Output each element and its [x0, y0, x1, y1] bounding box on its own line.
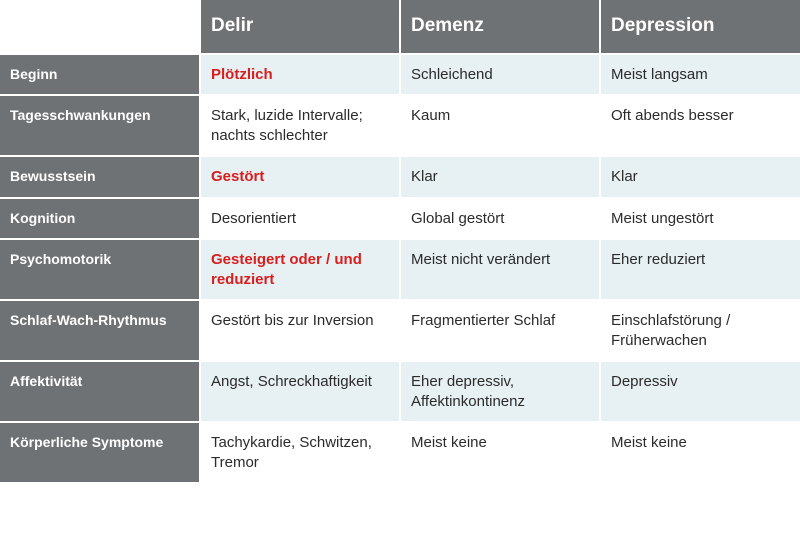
table-cell: Kaum: [400, 95, 600, 156]
cell-text: Gestört: [211, 168, 264, 185]
cell-text: Klar: [611, 168, 638, 185]
table-cell: Eher depressiv, Affektinkontinenz: [400, 361, 600, 422]
table-cell: Klar: [600, 156, 800, 198]
row-header: Bewusstsein: [0, 156, 200, 198]
cell-text: Gesteigert oder / und reduziert: [211, 251, 362, 288]
table-row: Bewusstsein Gestört Klar Klar: [0, 156, 800, 198]
row-header: Psychomotorik: [0, 239, 200, 300]
cell-text: Plötzlich: [211, 66, 273, 83]
cell-text: Meist ungestört: [611, 210, 714, 227]
table-cell: Gestört: [200, 156, 400, 198]
column-header: Demenz: [400, 0, 600, 54]
row-header: Schlaf-Wach-Rhythmus: [0, 300, 200, 361]
table-cell: Meist keine: [400, 422, 600, 483]
row-header: Beginn: [0, 54, 200, 96]
cell-text: Meist langsam: [611, 66, 708, 83]
cell-text: Oft abends besser: [611, 107, 734, 124]
table-cell: Meist langsam: [600, 54, 800, 96]
column-header: Depression: [600, 0, 800, 54]
table-cell: Stark, luzide Intervalle; nachts schlech…: [200, 95, 400, 156]
cell-text: Global gestört: [411, 210, 504, 227]
table-row: Körperliche Symptome Tachykardie, Schwitz…: [0, 422, 800, 483]
table-cell: Eher reduziert: [600, 239, 800, 300]
cell-text: Einschlafstörung / Früherwachen: [611, 312, 730, 349]
table-cell: Oft abends besser: [600, 95, 800, 156]
table-cell: Depressiv: [600, 361, 800, 422]
row-header: Affektivität: [0, 361, 200, 422]
table-cell: Desorientiert: [200, 198, 400, 240]
cell-text: Angst, Schreckhaftigkeit: [211, 373, 372, 390]
cell-text: Gestört bis zur Inversion: [211, 312, 374, 329]
table-row: Beginn Plötzlich Schleichend Meist langsam: [0, 54, 800, 96]
cell-text: Depressiv: [611, 373, 678, 390]
column-header: Delir: [200, 0, 400, 54]
corner-cell: [0, 0, 200, 54]
cell-text: Eher depressiv, Affektinkontinenz: [411, 373, 525, 410]
comparison-table: Delir Demenz Depression Beginn Plötzlich S…: [0, 0, 800, 484]
row-header: Körperliche Symptome: [0, 422, 200, 483]
cell-text: Schleichend: [411, 66, 493, 83]
table-cell: Plötzlich: [200, 54, 400, 96]
table-cell: Global gestört: [400, 198, 600, 240]
cell-text: Klar: [411, 168, 438, 185]
table-row: Schlaf-Wach-Rhythmus Gestört bis zur Inve…: [0, 300, 800, 361]
table-cell: Meist keine: [600, 422, 800, 483]
table-row: Affektivität Angst, Schreckhaftigkeit Eher…: [0, 361, 800, 422]
table-cell: Einschlafstörung / Früherwachen: [600, 300, 800, 361]
table-cell: Gestört bis zur Inversion: [200, 300, 400, 361]
cell-text: Fragmentierter Schlaf: [411, 312, 555, 329]
cell-text: Meist keine: [411, 434, 487, 451]
cell-text: Eher reduziert: [611, 251, 705, 268]
row-header: Kognition: [0, 198, 200, 240]
table-cell: Meist ungestört: [600, 198, 800, 240]
cell-text: Stark, luzide Intervalle; nachts schlech…: [211, 107, 363, 144]
cell-text: Tachykardie, Schwitzen, Tremor: [211, 434, 372, 471]
table-body: Beginn Plötzlich Schleichend Meist langsam T…: [0, 54, 800, 484]
table-cell: Tachykardie, Schwitzen, Tremor: [200, 422, 400, 483]
table-row: Kognition Desorientiert Global gestört Meis…: [0, 198, 800, 240]
table-row: Tagesschwankungen Stark, luzide Intervall…: [0, 95, 800, 156]
table-cell: Klar: [400, 156, 600, 198]
table-row: Psychomotorik Gesteigert oder / und reduz…: [0, 239, 800, 300]
table-cell: Meist nicht verändert: [400, 239, 600, 300]
cell-text: Kaum: [411, 107, 450, 124]
table-cell: Gesteigert oder / und reduziert: [200, 239, 400, 300]
table-header-row: Delir Demenz Depression: [0, 0, 800, 54]
row-header: Tagesschwankungen: [0, 95, 200, 156]
table-cell: Schleichend: [400, 54, 600, 96]
table-cell: Fragmentierter Schlaf: [400, 300, 600, 361]
cell-text: Desorientiert: [211, 210, 296, 227]
cell-text: Meist nicht verändert: [411, 251, 550, 268]
table-cell: Angst, Schreckhaftigkeit: [200, 361, 400, 422]
cell-text: Meist keine: [611, 434, 687, 451]
